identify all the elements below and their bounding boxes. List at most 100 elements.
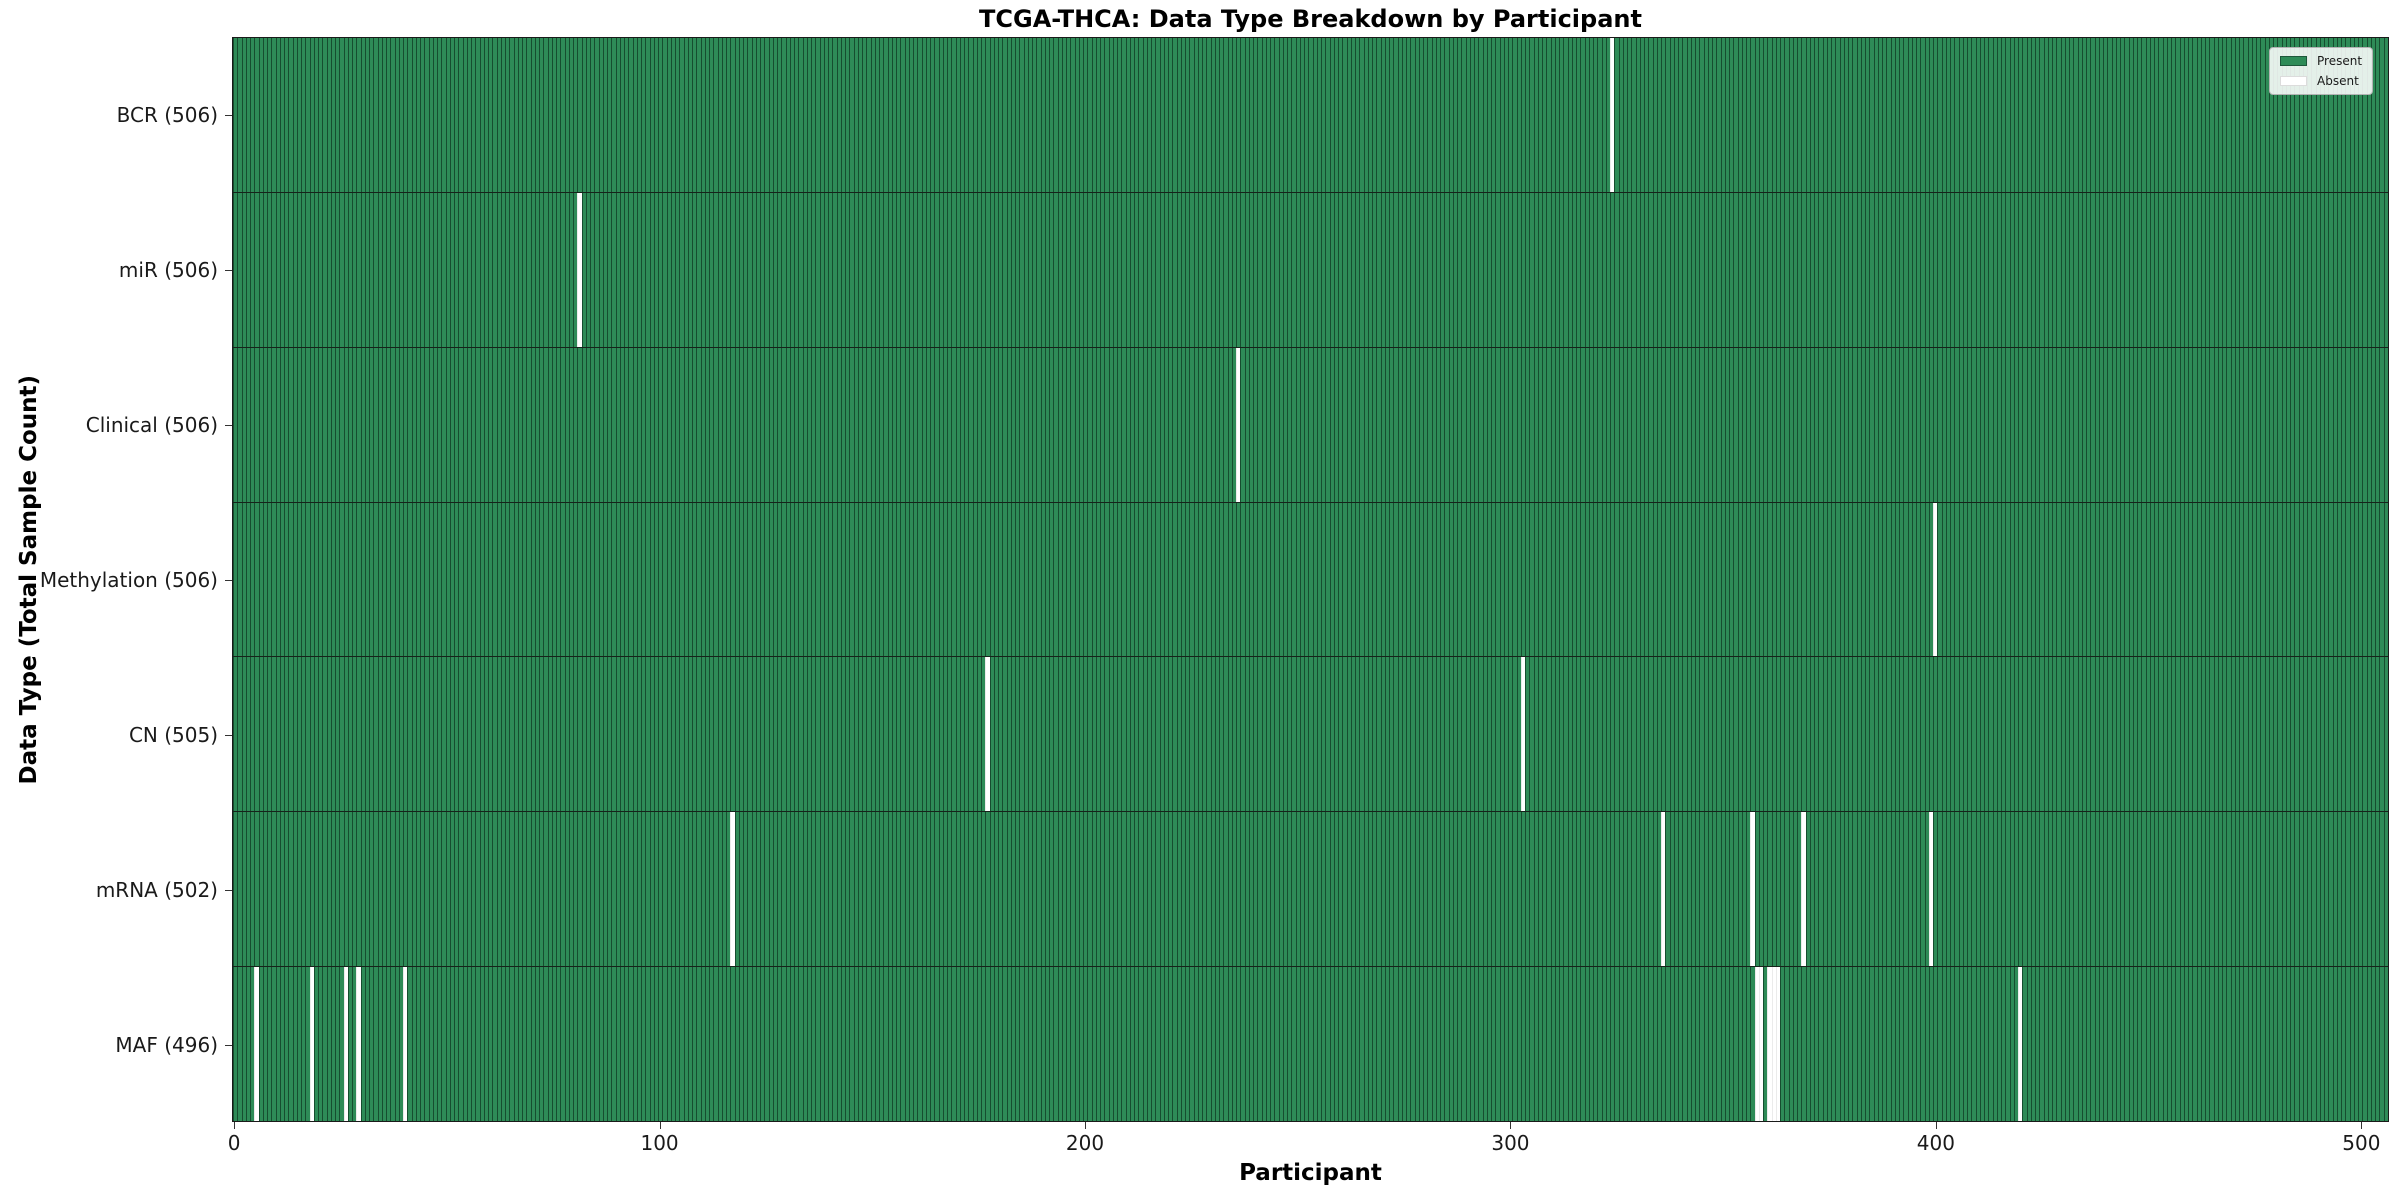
present-cell xyxy=(1363,192,1368,347)
present-cell xyxy=(1529,967,1534,1122)
present-cell xyxy=(1758,657,1763,812)
present-cell xyxy=(279,812,284,967)
present-cell xyxy=(326,192,331,347)
present-cell xyxy=(955,192,960,347)
present-cell xyxy=(1304,38,1309,192)
present-cell xyxy=(675,967,680,1122)
present-cell xyxy=(1627,967,1632,1122)
present-cell xyxy=(2069,347,2074,502)
present-cell xyxy=(751,192,756,347)
present-cell xyxy=(1580,347,1585,502)
present-cell xyxy=(1121,502,1126,657)
present-cell xyxy=(1057,192,1062,347)
present-cell xyxy=(1597,347,1602,502)
present-cell xyxy=(237,192,242,347)
present-cell xyxy=(1597,38,1602,192)
present-cell xyxy=(1554,347,1559,502)
present-cell xyxy=(1690,657,1695,812)
present-cell xyxy=(598,38,603,192)
present-cell xyxy=(2183,967,2188,1122)
data-row-mRNA xyxy=(233,811,2388,967)
present-cell xyxy=(1117,657,1122,812)
present-cell xyxy=(883,657,888,812)
present-cell xyxy=(1597,967,1602,1122)
present-cell xyxy=(649,38,654,192)
present-cell xyxy=(2022,38,2027,192)
present-cell xyxy=(602,967,607,1122)
present-cell xyxy=(1418,502,1423,657)
present-cell xyxy=(2311,38,2316,192)
present-cell xyxy=(2362,502,2367,657)
present-cell xyxy=(1274,967,1279,1122)
present-cell xyxy=(1278,812,1283,967)
present-cell xyxy=(471,812,476,967)
present-cell xyxy=(1758,192,1763,347)
present-cell xyxy=(968,347,973,502)
present-cell xyxy=(896,657,901,812)
present-cell xyxy=(1860,347,1865,502)
present-cell xyxy=(853,812,858,967)
present-cell xyxy=(840,812,845,967)
present-cell xyxy=(1763,192,1768,347)
present-cell xyxy=(819,38,824,192)
present-cell xyxy=(645,347,650,502)
present-cell xyxy=(1741,657,1746,812)
present-cell xyxy=(1758,502,1763,657)
present-cell xyxy=(1032,812,1037,967)
present-cell xyxy=(1550,347,1555,502)
present-cell xyxy=(1015,812,1020,967)
present-cell xyxy=(1393,192,1398,347)
present-cell xyxy=(1984,967,1989,1122)
present-cell xyxy=(887,347,892,502)
present-cell xyxy=(2319,192,2324,347)
present-cell xyxy=(292,657,297,812)
present-cell xyxy=(2375,502,2380,657)
present-cell xyxy=(602,192,607,347)
present-cell xyxy=(2375,192,2380,347)
present-cell xyxy=(1406,967,1411,1122)
present-cell xyxy=(1274,38,1279,192)
present-cell xyxy=(2366,812,2371,967)
present-cell xyxy=(1869,38,1874,192)
present-cell xyxy=(959,347,964,502)
present-cell xyxy=(2030,347,2035,502)
present-cell xyxy=(1899,347,1904,502)
present-cell xyxy=(896,347,901,502)
present-cell xyxy=(1053,657,1058,812)
present-cell xyxy=(1992,967,1997,1122)
present-cell xyxy=(2069,967,2074,1122)
present-cell xyxy=(1142,502,1147,657)
present-cell xyxy=(505,812,510,967)
present-cell xyxy=(1550,502,1555,657)
present-cell xyxy=(1690,192,1695,347)
present-cell xyxy=(1066,38,1071,192)
present-cell xyxy=(870,502,875,657)
present-cell xyxy=(2196,657,2201,812)
present-cell xyxy=(1996,967,2001,1122)
y-tick-mark xyxy=(225,269,232,271)
present-cell xyxy=(1933,192,1938,347)
present-cell xyxy=(233,347,238,502)
present-cell xyxy=(628,347,633,502)
present-cell xyxy=(641,192,646,347)
present-cell xyxy=(2188,347,2193,502)
present-cell xyxy=(743,502,748,657)
present-cell xyxy=(947,347,952,502)
present-cell xyxy=(2370,38,2375,192)
present-cell xyxy=(424,967,429,1122)
present-cell xyxy=(1210,502,1215,657)
present-cell xyxy=(352,38,357,192)
present-cell xyxy=(1401,502,1406,657)
present-cell xyxy=(2256,347,2261,502)
present-cell xyxy=(2375,967,2380,1122)
present-cell xyxy=(964,38,969,192)
present-cell xyxy=(1291,812,1296,967)
present-cell xyxy=(845,502,850,657)
present-cell xyxy=(993,502,998,657)
present-cell xyxy=(1797,812,1802,967)
present-cell xyxy=(1333,812,1338,967)
present-cell xyxy=(1784,347,1789,502)
present-cell xyxy=(781,657,786,812)
present-cell xyxy=(1474,192,1479,347)
present-cell xyxy=(1652,812,1657,967)
